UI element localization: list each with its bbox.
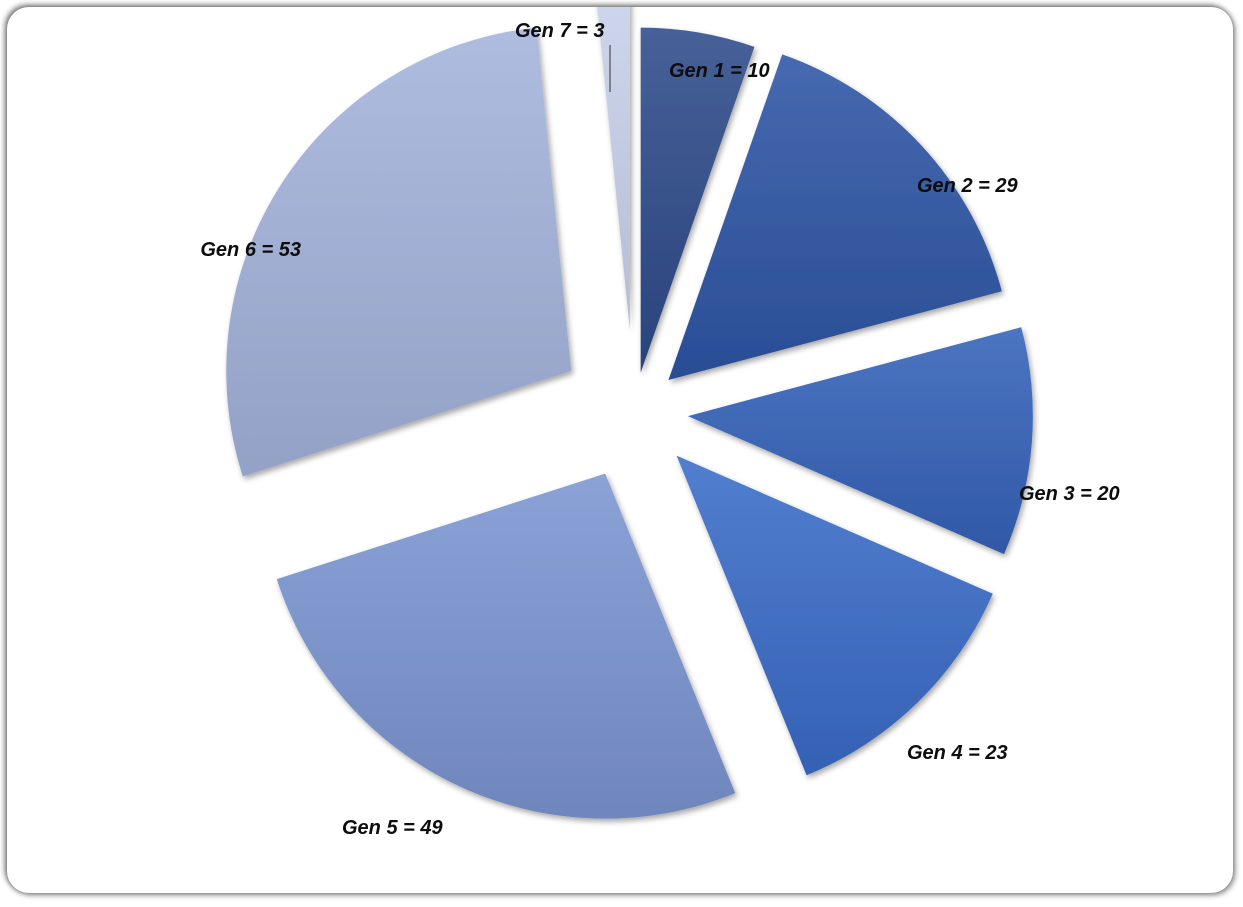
pie-slice-gen-3 xyxy=(687,327,1033,555)
chart-frame: Gen 1 = 10 Gen 2 = 29 Gen 3 = 20 Gen 4 = 23… xyxy=(7,7,1233,893)
pie-slice-gen-7 xyxy=(597,7,630,331)
pie-slice-gen-4 xyxy=(676,455,993,776)
pie-label-gen-7: Gen 7 = 3 xyxy=(515,20,605,42)
pie-slices xyxy=(226,7,1033,819)
pie-labels: Gen 1 = 10 Gen 2 = 29 Gen 3 = 20 Gen 4 = 23… xyxy=(200,20,1119,839)
pie-label-gen-2: Gen 2 = 29 xyxy=(917,175,1018,197)
pie-slice-gen-2 xyxy=(668,54,1002,381)
pie-slice-gen-5 xyxy=(276,473,736,819)
pie-label-gen-5: Gen 5 = 49 xyxy=(342,817,443,839)
pie-label-gen-6: Gen 6 = 53 xyxy=(200,239,301,261)
pie-label-gen-3: Gen 3 = 20 xyxy=(1019,483,1120,505)
pie-label-gen-1: Gen 1 = 10 xyxy=(669,60,770,82)
pie-chart: Gen 1 = 10 Gen 2 = 29 Gen 3 = 20 Gen 4 = 23… xyxy=(200,7,1120,839)
pie-slice-gen-6 xyxy=(226,27,572,477)
pie-slice-gen-1 xyxy=(640,27,755,373)
pie-label-gen-4: Gen 4 = 23 xyxy=(907,742,1008,764)
